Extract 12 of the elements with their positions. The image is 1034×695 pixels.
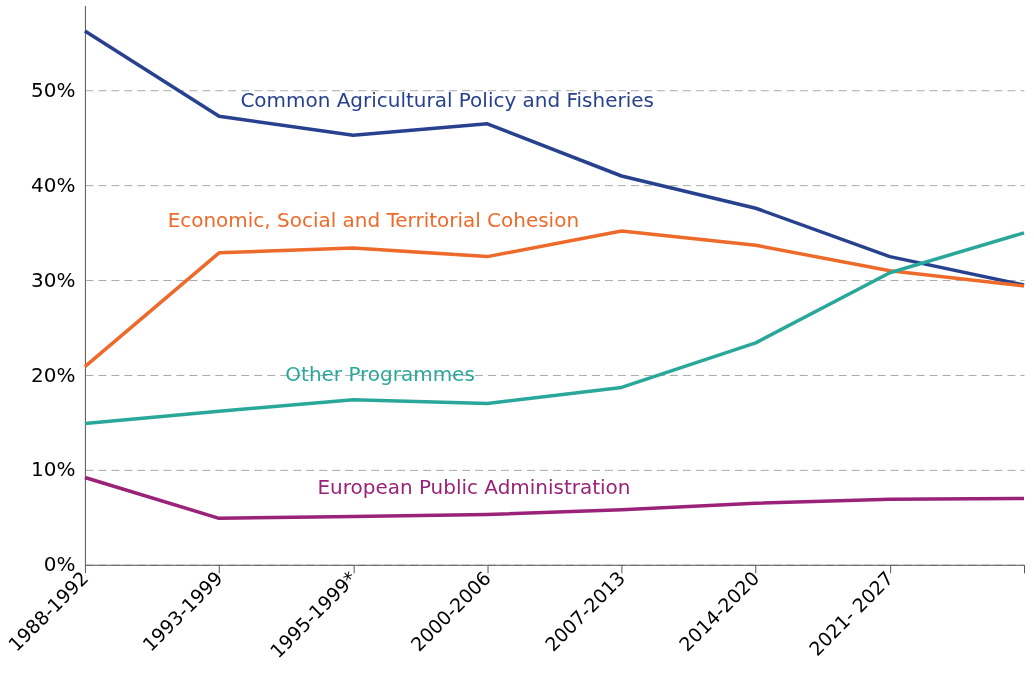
line-series [83,29,1026,287]
y-tick-label: 40% [31,172,76,197]
series-label: European Public Administration [317,475,631,500]
series-label: Other Programmes [285,361,475,386]
y-tick-label: 50% [31,78,76,103]
y-tick-label: 30% [31,267,76,292]
series-label: Economic, Social and Territorial Cohesion [167,207,580,232]
y-tick-label: 20% [31,362,76,387]
line-series [83,475,1026,521]
y-tick-label: 10% [31,457,76,482]
series-label: Common Agricultural Policy and Fisheries [240,87,654,112]
line-series [83,231,1026,426]
